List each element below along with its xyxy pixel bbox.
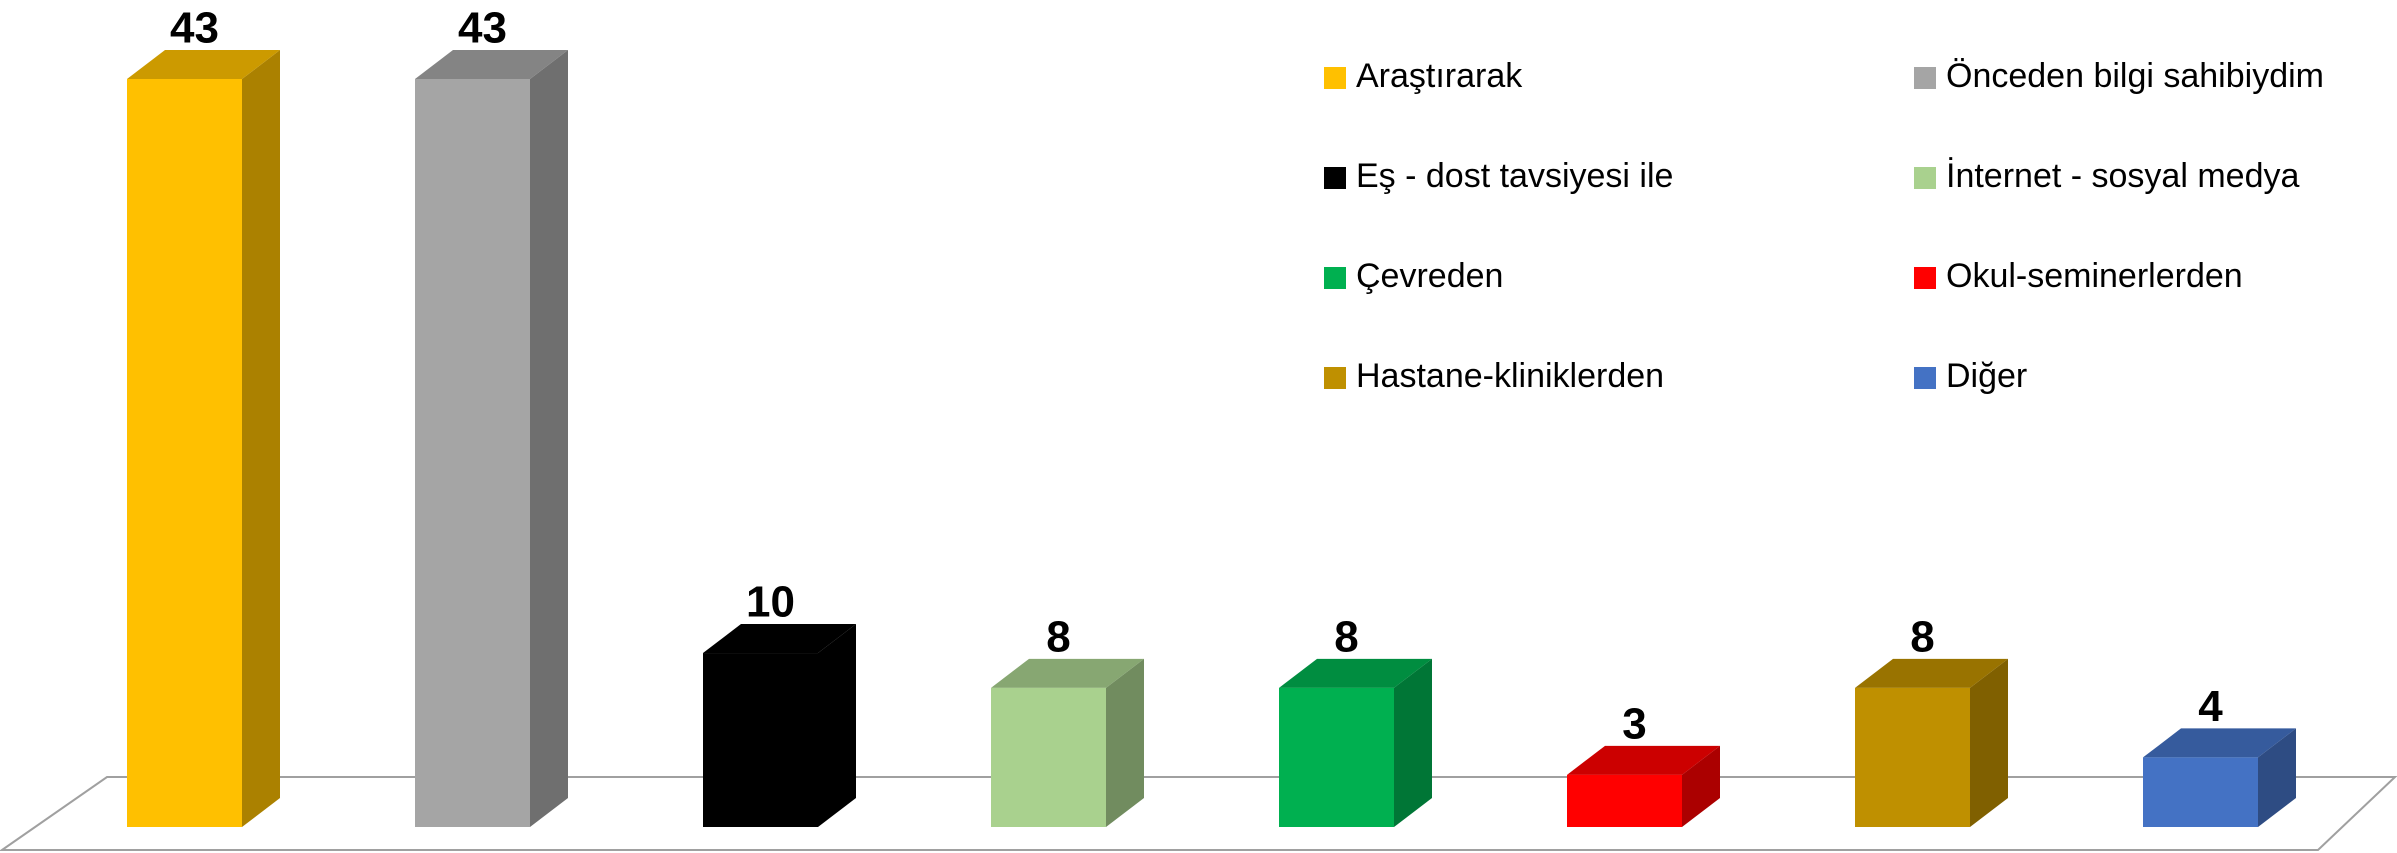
bar-top xyxy=(1855,658,2008,688)
bar-side xyxy=(530,50,568,827)
data-label: 3 xyxy=(1622,699,1646,748)
data-label: 4 xyxy=(2198,682,2223,731)
bar-side xyxy=(818,624,856,827)
bar xyxy=(415,79,530,827)
legend-swatch xyxy=(1914,367,1936,389)
data-label: 8 xyxy=(1910,612,1934,661)
bar-top xyxy=(1279,658,1432,688)
legend-label: Araştırarak xyxy=(1356,57,1523,95)
bar xyxy=(991,687,1106,827)
data-label: 8 xyxy=(1046,612,1070,661)
bar xyxy=(2143,757,2258,827)
bar-side xyxy=(1970,658,2008,827)
bar xyxy=(703,653,818,827)
legend-label: Diğer xyxy=(1946,357,2027,395)
legend-swatch xyxy=(1324,367,1346,389)
data-label: 8 xyxy=(1334,612,1358,661)
bar-top xyxy=(1567,745,1720,775)
bar-top xyxy=(2143,728,2296,758)
legend-label: İnternet - sosyal medya xyxy=(1946,157,2299,195)
bar-top xyxy=(127,50,280,79)
bar xyxy=(1567,774,1682,827)
bar xyxy=(1855,687,1970,827)
bar-side xyxy=(2258,728,2296,827)
bar-top xyxy=(991,658,1144,688)
bar-side xyxy=(242,50,280,827)
legend-swatch xyxy=(1914,67,1936,89)
bar-side xyxy=(1394,658,1432,827)
bar-side xyxy=(1682,745,1720,827)
legend-swatch xyxy=(1324,267,1346,289)
legend-label: Eş - dost tavsiyesi ile xyxy=(1356,157,1673,195)
bar-top xyxy=(415,50,568,79)
data-label: 43 xyxy=(458,4,507,53)
bar xyxy=(127,79,242,827)
bar-side xyxy=(1106,658,1144,827)
bar xyxy=(1279,687,1394,827)
data-label: 43 xyxy=(170,4,219,53)
legend-swatch xyxy=(1914,167,1936,189)
legend-swatch xyxy=(1324,167,1346,189)
legend-label: Önceden bilgi sahibiydim xyxy=(1946,57,2324,95)
legend-label: Hastane-kliniklerden xyxy=(1356,357,1664,395)
data-label: 10 xyxy=(746,578,795,627)
legend-swatch xyxy=(1914,267,1936,289)
bar-top xyxy=(703,624,856,654)
floor xyxy=(0,776,2397,851)
legend-label: Okul-seminerlerden xyxy=(1946,257,2243,295)
legend-label: Çevreden xyxy=(1356,257,1503,295)
legend-swatch xyxy=(1324,67,1346,89)
